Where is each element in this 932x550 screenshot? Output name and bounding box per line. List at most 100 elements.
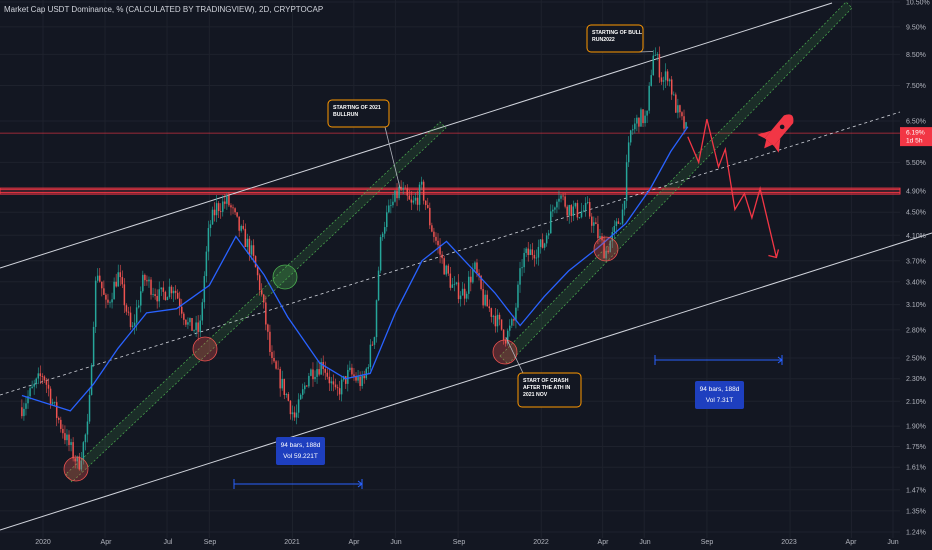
- candle-body: [396, 190, 398, 199]
- candle-body: [433, 231, 435, 237]
- candle-body: [494, 315, 497, 327]
- candle-body: [632, 129, 634, 131]
- candle-body: [601, 236, 603, 241]
- candle-body: [449, 273, 452, 288]
- resistance-band: [0, 187, 901, 195]
- candle-body: [170, 286, 173, 294]
- candle-body: [351, 367, 353, 375]
- rocket-fin: [773, 138, 781, 153]
- candle-body: [552, 209, 554, 212]
- candle-body: [297, 399, 300, 413]
- candle-body: [465, 293, 468, 299]
- time-axis[interactable]: 2020 Apr Jul Sep 2021 Apr Jun Sep 2022 Apr Jun Sep 2…: [35, 539, 899, 546]
- candle-body: [242, 225, 245, 229]
- candle-body: [673, 94, 675, 96]
- candle-body: [51, 402, 54, 404]
- candle-body: [363, 375, 365, 379]
- candle-body: [392, 201, 394, 206]
- candle-body: [681, 112, 683, 117]
- measure-tool[interactable]: 94 bars, 188d Vol 7.31T: [654, 355, 783, 409]
- price-tick-label: 1.47%: [906, 487, 926, 494]
- touch-circles: [63, 236, 619, 482]
- annotation-box: [586, 24, 644, 53]
- candle-body: [119, 272, 122, 278]
- candle-body: [35, 378, 37, 384]
- candle-body: [306, 385, 308, 387]
- candle-body: [588, 202, 591, 217]
- candle-body: [599, 236, 601, 239]
- candle-body: [140, 291, 142, 306]
- candle-body: [115, 281, 117, 287]
- candle-body: [334, 384, 337, 388]
- candle-body: [70, 442, 72, 446]
- candle-body: [513, 319, 515, 321]
- candle-body: [683, 116, 685, 129]
- rocket-icon: [757, 114, 794, 153]
- price-axis[interactable]: 10.50% 9.50% 8.50% 7.50% 6.50% 5.50% 4.90% 4.50…: [900, 0, 932, 537]
- candle-body: [23, 408, 25, 417]
- candle-body: [137, 305, 140, 308]
- candle-body: [185, 319, 187, 325]
- candle-body: [558, 198, 560, 202]
- candle-body: [572, 206, 575, 216]
- candle-body: [654, 55, 657, 57]
- candle-body: [250, 245, 253, 255]
- candle-body: [43, 376, 46, 381]
- candle-body: [402, 187, 404, 190]
- measure-box: [276, 437, 325, 465]
- candle-body: [472, 269, 474, 283]
- measure-text: Vol 7.31T: [706, 397, 733, 404]
- time-tick-label: Apr: [598, 539, 610, 546]
- candle-body: [74, 458, 76, 462]
- candle-body: [232, 207, 234, 209]
- candle-body: [162, 287, 165, 292]
- candle-body: [638, 117, 640, 127]
- support-trend-2020: [65, 121, 447, 483]
- candle-body: [453, 283, 456, 285]
- annotation-box: [327, 99, 390, 128]
- candle-body: [281, 378, 283, 389]
- measure-tool[interactable]: 94 bars, 188d Vol 59.221T: [233, 437, 363, 489]
- candle-body: [293, 412, 296, 418]
- candle-body: [685, 122, 687, 129]
- candle-body: [49, 388, 52, 404]
- candle-body: [623, 200, 626, 210]
- candle-body: [670, 79, 673, 95]
- candle-body: [267, 324, 269, 332]
- price-tick-label: 1.35%: [906, 508, 926, 515]
- candle-body: [285, 394, 288, 395]
- candle-body: [224, 201, 226, 204]
- candle-body: [25, 403, 27, 409]
- candle-body: [677, 105, 679, 113]
- candle-body: [160, 287, 163, 290]
- candle-body: [111, 299, 113, 303]
- candle-body: [435, 236, 437, 241]
- candle-body: [615, 221, 618, 226]
- candle-body: [644, 115, 646, 124]
- candle-body: [236, 212, 238, 217]
- measure-tools[interactable]: 94 bars, 188d Vol 59.221T 94 bars, 188d Vol…: [233, 355, 783, 489]
- candle-body: [199, 320, 201, 332]
- price-tick-label: 2.10%: [906, 399, 926, 406]
- channel-upper-line: [0, 2, 833, 269]
- candle-body: [187, 322, 189, 325]
- candle-body: [404, 187, 406, 189]
- candle-body: [418, 184, 421, 205]
- candle-body: [414, 197, 417, 201]
- candle-body: [27, 396, 29, 404]
- candle-body: [646, 110, 648, 116]
- annotation-text: STARTING OF 2021: [333, 105, 381, 111]
- candles: [21, 46, 687, 472]
- measure-text: Vol 59.221T: [283, 453, 318, 460]
- candle-body: [373, 337, 376, 345]
- trend-channel[interactable]: [0, 1, 932, 531]
- candle-body: [230, 205, 232, 208]
- candle-body: [550, 211, 552, 234]
- candle-body: [394, 190, 396, 202]
- candle-body: [400, 186, 402, 190]
